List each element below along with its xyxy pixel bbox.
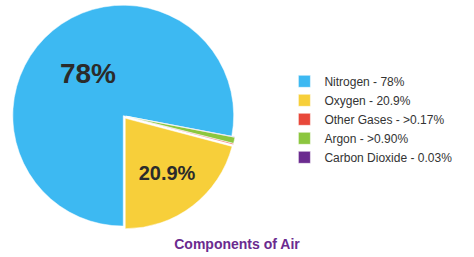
svg-text:78%: 78% [60, 58, 116, 89]
svg-text:20.9%: 20.9% [139, 162, 196, 184]
svg-text:Components of Air: Components of Air [174, 236, 300, 252]
svg-text:Oxygen - 20.9%: Oxygen - 20.9% [324, 94, 410, 108]
svg-text:Argon - >0.90%: Argon - >0.90% [324, 132, 408, 146]
svg-text:Nitrogen - 78%: Nitrogen - 78% [324, 75, 404, 89]
svg-text:Other Gases - >0.17%: Other Gases - >0.17% [324, 113, 444, 127]
svg-text:Carbon Dioxide - 0.03%: Carbon Dioxide - 0.03% [324, 151, 452, 165]
